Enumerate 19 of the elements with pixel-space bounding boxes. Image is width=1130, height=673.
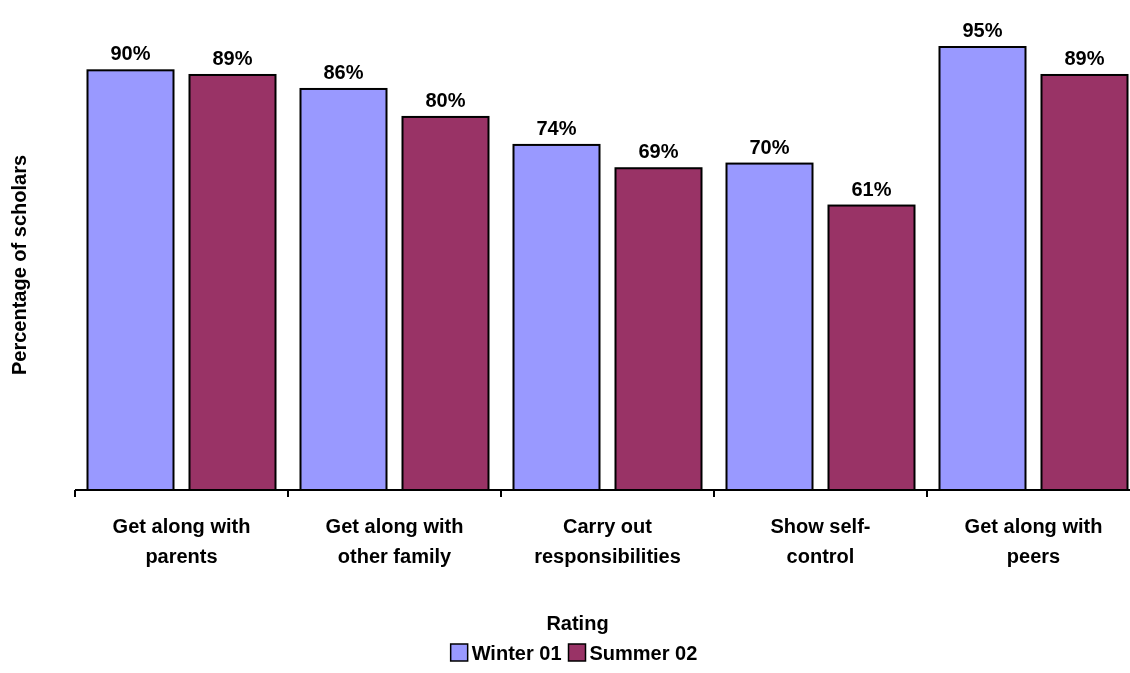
data-label: 86% [323,60,364,83]
data-label: 61% [851,177,892,200]
data-label: 95% [962,19,1003,41]
y-axis-title: Percentage of scholars [8,154,30,376]
x-tick-label: Get along with parents [112,515,251,567]
x-tick-label: Get along with peers [964,515,1103,567]
data-label: 70% [749,135,790,158]
data-label: 80% [425,88,466,111]
data-label: 74% [536,116,577,139]
data-label: 89% [212,46,253,69]
legend-label: Summer 02 [589,642,698,664]
data-label: 89% [1064,46,1105,69]
legend-label: Winter 01 [471,642,562,664]
data-label: 69% [638,140,679,163]
x-tick-label: Carry out responsibilities [534,515,681,567]
x-tick-label: Get along with other family [325,515,464,567]
x-tick-label: Show self-control [770,515,871,567]
data-label: 90% [110,42,151,65]
x-axis-title: Rating [546,612,609,634]
